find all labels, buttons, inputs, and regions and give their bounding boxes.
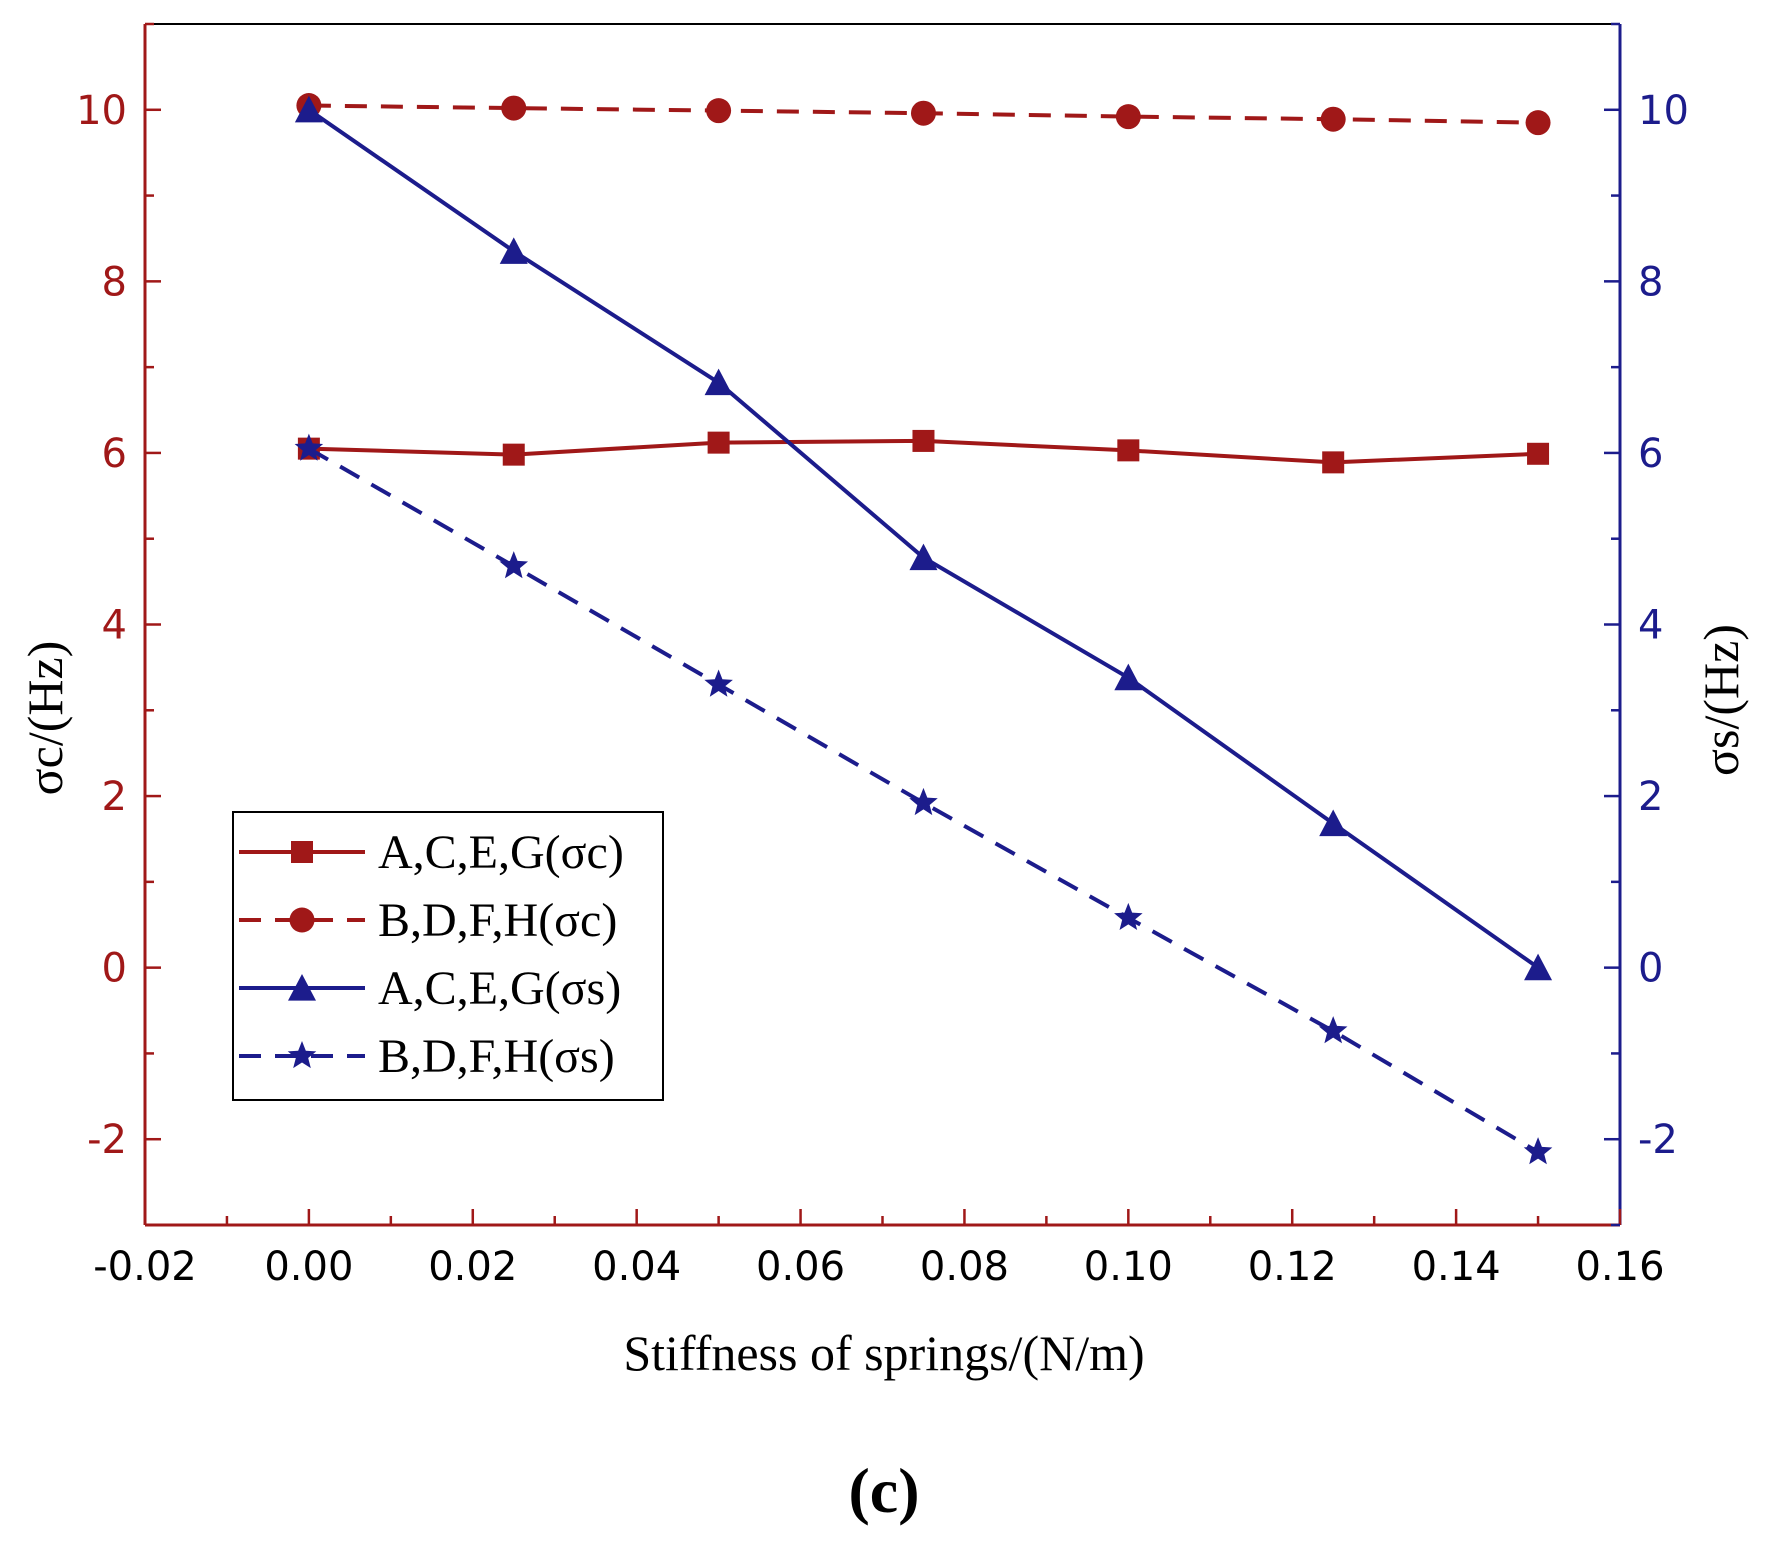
x-tick-label: 0.00 [264, 1244, 353, 1290]
series-4-point-1 [294, 433, 324, 461]
right-y-tick-label: 8 [1638, 259, 1663, 305]
series-2-point-2 [501, 95, 527, 121]
legend-label: A,C,E,G(σc) [378, 826, 624, 879]
legend-label: B,D,F,H(σc) [378, 894, 617, 947]
series-2-point-6 [1320, 106, 1346, 132]
legend-entry-1: A,C,E,G(σc) [239, 826, 624, 879]
left-y-tick-label: 8 [102, 259, 127, 305]
legend-marker [289, 907, 315, 933]
x-tick-label: 0.16 [1575, 1244, 1664, 1290]
series-3-point-2 [499, 237, 528, 264]
series-1 [297, 429, 1550, 474]
right-y-tick-label: 10 [1638, 88, 1689, 134]
series-3-point-5 [1114, 663, 1143, 691]
legend-marker [291, 841, 313, 863]
right-y-tick-label: 2 [1638, 774, 1663, 820]
legend-marker [287, 1041, 317, 1069]
x-tick-label: 0.08 [920, 1244, 1009, 1290]
x-tick-label: -0.02 [93, 1244, 197, 1290]
left-y-tick-label: 2 [102, 774, 127, 820]
axes: -0.02 0.00 0.02 0.04 0.06 0.08 0.10 0.12 0.14 0.1… [76, 22, 1689, 1290]
x-tick-label: 0.14 [1412, 1244, 1501, 1290]
series-1-point-3 [707, 431, 730, 454]
right-y-tick-label: 6 [1638, 431, 1663, 477]
right-y-tick-label: 4 [1638, 603, 1663, 649]
series-4-point-7 [1523, 1137, 1553, 1165]
series-3 [294, 95, 1553, 981]
legend-entry-2: B,D,F,H(σc) [239, 894, 617, 947]
x-tick-label: 0.04 [592, 1244, 681, 1290]
legend-label: B,D,F,H(σs) [378, 1030, 615, 1083]
x-tick-label: 0.12 [1248, 1244, 1337, 1290]
series-1-point-6 [1322, 451, 1345, 474]
left-y-tick-label: 6 [102, 431, 127, 477]
series-2-point-7 [1525, 110, 1551, 136]
right-y-tick-label: 0 [1638, 946, 1663, 992]
series-1-point-7 [1527, 442, 1550, 465]
legend-entry-3: A,C,E,G(σs) [239, 962, 621, 1015]
series-4-point-4 [909, 787, 938, 816]
x-axis-title: Stiffness of springs/(N/m) [623, 1325, 1144, 1381]
legend: A,C,E,G(σc) B,D,F,H(σc) A,C,E,G(σs) B,D,F,H… [232, 811, 664, 1101]
left-y-tick-label: 0 [102, 946, 127, 992]
right-y-tick-label: -2 [1638, 1117, 1678, 1163]
right-y-axis-title: σs/(Hz) [1693, 624, 1749, 776]
legend-entry-4: B,D,F,H(σs) [239, 1030, 615, 1083]
left-y-tick-label: -2 [87, 1117, 127, 1163]
legend-label: A,C,E,G(σs) [378, 962, 621, 1015]
left-y-tick-label: 4 [102, 603, 127, 649]
series-4-point-3 [704, 669, 733, 697]
series-1-point-5 [1117, 439, 1140, 462]
series-1-point-2 [502, 443, 525, 466]
series-3-point-1 [294, 95, 323, 123]
x-tick-label: 0.06 [756, 1244, 845, 1290]
series-4 [294, 433, 1553, 1165]
series-2-point-5 [1115, 104, 1141, 130]
series-2 [296, 92, 1551, 136]
plot-area [294, 92, 1553, 1165]
legend-marker [288, 974, 316, 1001]
series-3-point-7 [1524, 953, 1553, 981]
series-4-point-6 [1318, 1016, 1348, 1044]
series-2-point-3 [706, 98, 732, 124]
left-y-tick-label: 10 [76, 88, 127, 134]
series-3-point-4 [909, 543, 938, 571]
series-4-point-5 [1114, 902, 1143, 931]
x-tick-label: 0.10 [1084, 1244, 1173, 1290]
series-4-point-2 [499, 551, 529, 579]
x-tick-label: 0.02 [428, 1244, 517, 1290]
series-2-point-4 [910, 100, 936, 126]
series-3-point-3 [704, 368, 733, 396]
left-y-axis-title: σc/(Hz) [17, 641, 73, 796]
series-1-point-4 [912, 429, 935, 452]
series-3-point-6 [1319, 809, 1348, 837]
panel-label: (c) [848, 1455, 919, 1526]
